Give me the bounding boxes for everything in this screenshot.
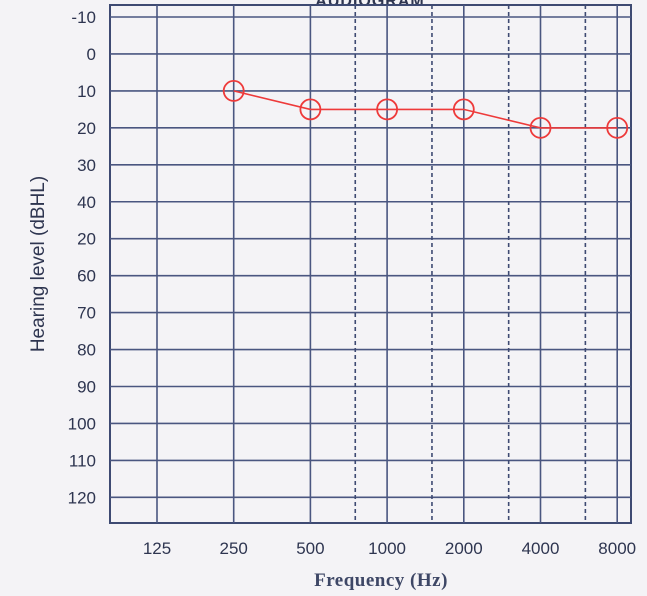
y-tick-label: 70 — [77, 304, 96, 323]
x-tick-label: 2000 — [445, 539, 483, 558]
series-line — [233, 90, 618, 129]
x-tick-label: 1000 — [368, 539, 406, 558]
data-point-circle — [452, 98, 475, 121]
y-tick-labels: -10 0 10 20 30 40 20 60 70 80 90 100 110 120 — [68, 8, 96, 507]
y-tick-label: 20 — [77, 230, 96, 249]
hearing-series — [222, 80, 629, 139]
data-point-circle — [299, 98, 322, 121]
data-point-circle — [376, 98, 399, 121]
x-tick-label: 4000 — [522, 539, 560, 558]
x-tick-labels: 125 250 500 1000 2000 4000 8000 — [143, 539, 636, 558]
x-tick-label: 8000 — [598, 539, 636, 558]
y-tick-label: 10 — [77, 82, 96, 101]
y-tick-label: 20 — [77, 119, 96, 138]
plot-frame — [109, 4, 632, 524]
y-tick-label: 0 — [87, 45, 96, 64]
x-tick-label: 125 — [143, 539, 171, 558]
y-tick-label: 80 — [77, 341, 96, 360]
y-tick-label: 60 — [77, 267, 96, 286]
x-tick-label: 250 — [220, 539, 248, 558]
x-tick-label: 500 — [296, 539, 324, 558]
y-tick-label: 110 — [69, 451, 96, 470]
y-tick-label: -10 — [71, 8, 96, 27]
y-tick-label: 120 — [68, 488, 96, 507]
x-axis-label: Frequency (Hz) — [314, 570, 448, 591]
y-tick-label: 90 — [77, 378, 96, 397]
data-point-circle — [606, 116, 629, 139]
chart-grid — [109, 4, 632, 524]
y-axis-label: Hearing level (dBHL) — [28, 176, 49, 352]
y-tick-label: 40 — [77, 193, 96, 212]
data-point-circle — [222, 80, 245, 102]
y-tick-label: 100 — [68, 414, 96, 433]
y-tick-label: 30 — [77, 156, 96, 175]
data-point-circle — [529, 116, 552, 139]
